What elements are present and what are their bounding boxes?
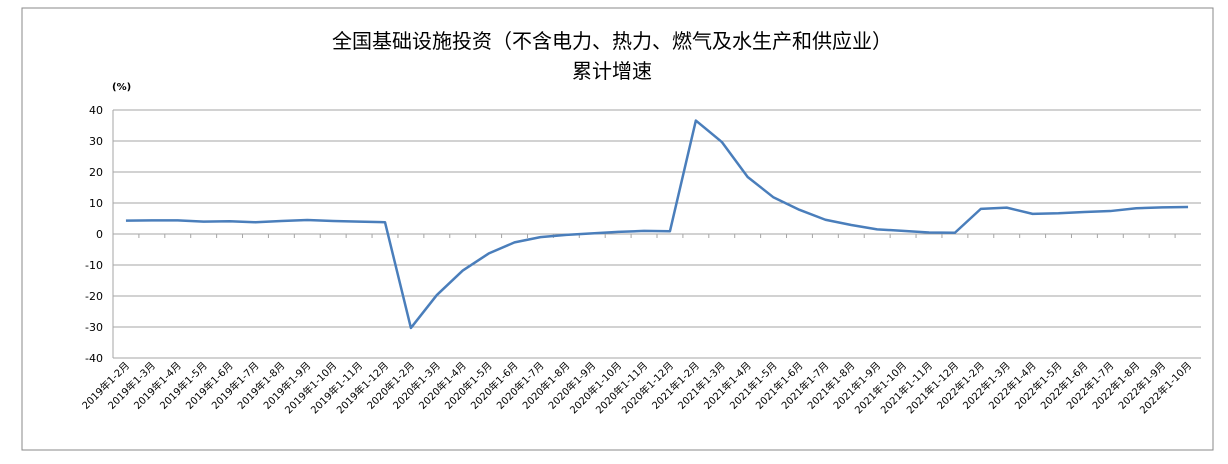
chart-frame	[21, 7, 1214, 451]
line	[125, 119, 1189, 330]
y-tick-label: 20	[89, 166, 103, 179]
chart-title: 累计增速	[572, 59, 652, 83]
y-tick-label: 40	[89, 104, 103, 117]
y-tick-label: -40	[85, 352, 103, 365]
chart-title: 全国基础设施投资（不含电力、热力、燃气及水生产和供应业）	[332, 29, 892, 53]
y-tick-label: -20	[85, 290, 103, 303]
y-tick-label: 30	[89, 135, 103, 148]
y-tick-label: 0	[96, 228, 103, 241]
y-tick-label: -30	[85, 321, 103, 334]
y-tick-label: 10	[89, 197, 103, 210]
y-unit: (%)	[112, 82, 131, 93]
y-tick-label: -10	[85, 259, 103, 272]
